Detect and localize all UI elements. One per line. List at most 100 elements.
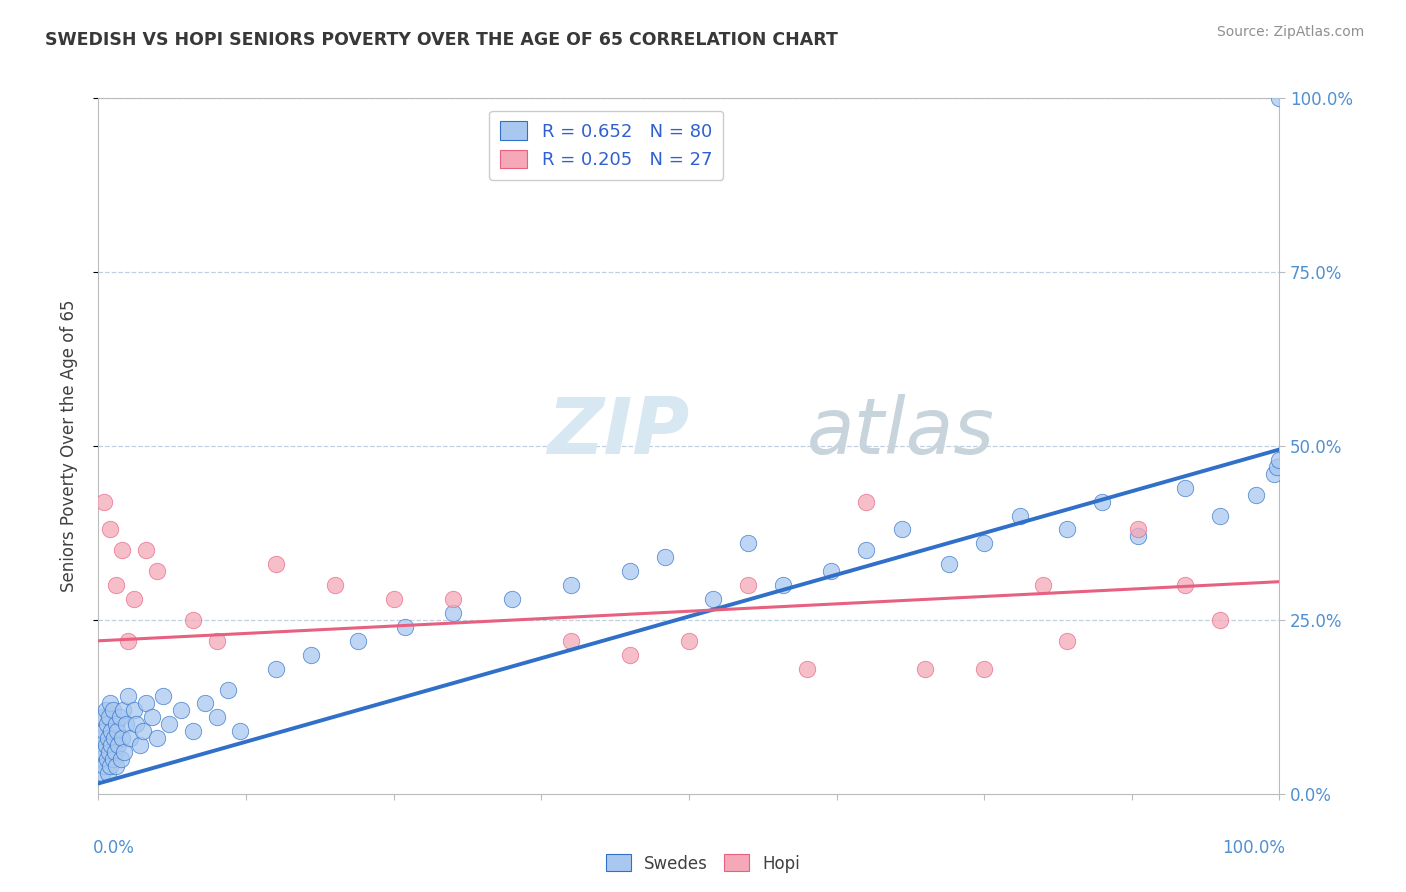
Point xyxy=(125,717,148,731)
Point xyxy=(146,731,169,746)
Point xyxy=(98,745,121,759)
Point xyxy=(973,662,995,676)
Point xyxy=(105,724,128,739)
Point xyxy=(93,724,115,739)
Point xyxy=(94,703,117,717)
Point xyxy=(737,578,759,592)
Point xyxy=(1209,613,1232,627)
Point xyxy=(181,724,204,739)
Point xyxy=(112,745,135,759)
Point xyxy=(110,752,132,766)
Point xyxy=(560,633,582,648)
Point xyxy=(104,745,127,759)
Point xyxy=(90,752,112,766)
Point xyxy=(105,717,128,731)
Point xyxy=(146,564,169,578)
Point xyxy=(501,592,523,607)
Point xyxy=(973,536,995,550)
Point xyxy=(855,543,877,558)
Point xyxy=(1268,91,1291,105)
Point xyxy=(205,710,228,724)
Point xyxy=(1091,494,1114,508)
Point xyxy=(737,536,759,550)
Point xyxy=(114,717,136,731)
Point xyxy=(94,738,117,752)
Point xyxy=(264,558,287,572)
Point xyxy=(217,682,239,697)
Point xyxy=(96,717,118,731)
Point xyxy=(91,731,114,746)
Point xyxy=(170,703,193,717)
Point xyxy=(299,648,322,662)
Point xyxy=(91,745,114,759)
Point xyxy=(98,523,121,537)
Point xyxy=(97,731,120,746)
Point xyxy=(93,759,115,773)
Point xyxy=(441,592,464,607)
Point xyxy=(194,697,217,711)
Point xyxy=(91,766,114,780)
Point xyxy=(181,613,204,627)
Text: 0.0%: 0.0% xyxy=(93,839,135,857)
Point xyxy=(141,710,163,724)
Point xyxy=(619,648,641,662)
Point xyxy=(128,738,150,752)
Point xyxy=(98,710,121,724)
Point xyxy=(91,710,114,724)
Point xyxy=(702,592,724,607)
Point xyxy=(1056,633,1078,648)
Point xyxy=(1268,453,1291,467)
Point xyxy=(772,578,794,592)
Point xyxy=(100,738,122,752)
Point xyxy=(264,662,287,676)
Point xyxy=(111,543,134,558)
Point xyxy=(1265,459,1288,474)
Point xyxy=(122,592,145,607)
Point xyxy=(855,494,877,508)
Point xyxy=(105,578,128,592)
Point xyxy=(1263,467,1285,481)
Point xyxy=(619,564,641,578)
Point xyxy=(229,724,252,739)
Point xyxy=(1174,481,1197,495)
Point xyxy=(890,523,912,537)
Point xyxy=(1244,488,1267,502)
Point xyxy=(107,738,129,752)
Point xyxy=(96,752,118,766)
Point xyxy=(796,662,818,676)
Point xyxy=(1032,578,1054,592)
Point xyxy=(103,731,125,746)
Point xyxy=(157,717,180,731)
Point xyxy=(105,759,128,773)
Point xyxy=(914,662,936,676)
Text: 100.0%: 100.0% xyxy=(1222,839,1285,857)
Point xyxy=(938,558,960,572)
Point xyxy=(135,543,157,558)
Point xyxy=(205,633,228,648)
Point xyxy=(93,494,115,508)
Point xyxy=(1008,508,1031,523)
Point xyxy=(1126,523,1149,537)
Point xyxy=(98,697,121,711)
Point xyxy=(1209,508,1232,523)
Legend: Swedes, Hopi: Swedes, Hopi xyxy=(599,847,807,880)
Point xyxy=(120,731,142,746)
Legend: R = 0.652   N = 80, R = 0.205   N = 27: R = 0.652 N = 80, R = 0.205 N = 27 xyxy=(489,111,723,180)
Point xyxy=(135,697,157,711)
Point xyxy=(347,633,370,648)
Point xyxy=(100,724,122,739)
Text: Source: ZipAtlas.com: Source: ZipAtlas.com xyxy=(1216,25,1364,39)
Y-axis label: Seniors Poverty Over the Age of 65: Seniors Poverty Over the Age of 65 xyxy=(59,300,77,592)
Point xyxy=(117,633,139,648)
Point xyxy=(111,731,134,746)
Point xyxy=(1174,578,1197,592)
Point xyxy=(101,752,124,766)
Point xyxy=(97,766,120,780)
Point xyxy=(108,710,131,724)
Point xyxy=(112,703,135,717)
Text: atlas: atlas xyxy=(807,394,995,470)
Point xyxy=(152,690,174,704)
Point xyxy=(117,690,139,704)
Text: SWEDISH VS HOPI SENIORS POVERTY OVER THE AGE OF 65 CORRELATION CHART: SWEDISH VS HOPI SENIORS POVERTY OVER THE… xyxy=(45,31,838,49)
Point xyxy=(122,703,145,717)
